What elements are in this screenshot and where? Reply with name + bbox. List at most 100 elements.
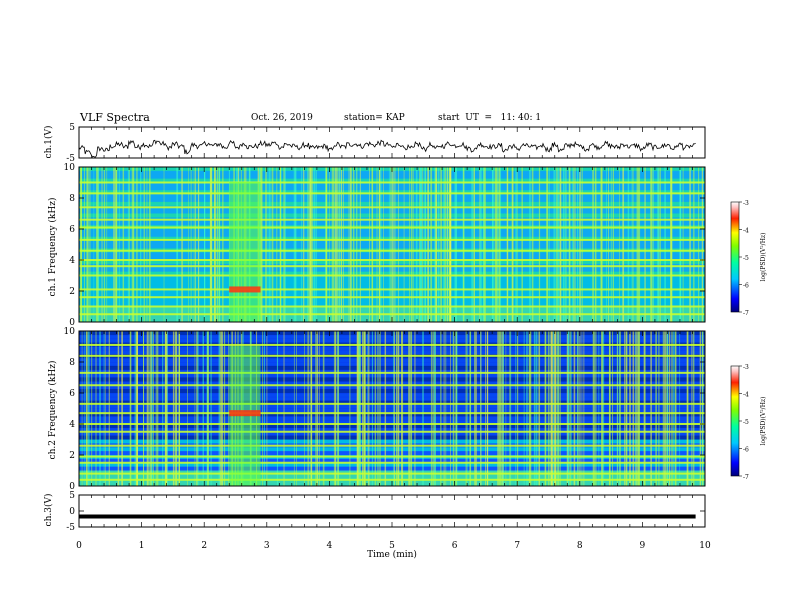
ch1-spectrogram-sferic: [348, 167, 350, 322]
ch2-spectrogram-sferic: [579, 331, 581, 486]
ch1-spectrogram-sferic: [188, 167, 189, 322]
ch2-spectrogram-sferic: [134, 331, 136, 486]
ch2-spectrogram-sferic: [673, 331, 675, 486]
ch2-spectrogram-sferic: [516, 331, 519, 486]
ch2-spectrogram-sferic: [699, 331, 702, 486]
colorbar-tick-label: -5: [743, 255, 749, 262]
ch1-voltage-tick-label: 5: [69, 123, 75, 133]
x-tick-label: 5: [389, 541, 395, 551]
ch1-spectrogram-tick-label: 0: [69, 318, 75, 328]
x-tick-label: 4: [327, 541, 333, 551]
ch1-spectrogram-sferic: [670, 167, 671, 322]
ch2-spectrogram-sferic: [629, 331, 631, 486]
ch1-spectrogram-freq-row: [79, 209, 705, 214]
ch1-spectrogram-burst-band: [229, 286, 261, 293]
ch2-spectrogram-freq-row: [79, 365, 705, 371]
ch1-spectrogram-band: [79, 249, 705, 252]
ch1-spectrogram-sferic: [449, 167, 452, 322]
ch1-spectrogram-sferic: [592, 167, 594, 322]
ch1-spectrogram-sferic: [636, 167, 639, 322]
ch1-spectrogram-sferic: [427, 167, 430, 322]
ch1-spectrogram-sferic: [651, 167, 653, 322]
ch1-spectrogram-freq-row: [79, 186, 705, 191]
ch1-spectrogram-sferic: [331, 167, 334, 322]
ch1-spectrogram-sferic: [484, 167, 486, 322]
ch2-spectrogram-ylabel: ch.2 Frequency (kHz): [47, 361, 58, 460]
ch1-spectrogram-sferic: [515, 167, 517, 322]
ch1-spectrogram-sferic: [131, 167, 133, 322]
ch1-spectrogram-sferic: [143, 167, 145, 322]
ch1-spectrogram-sferic: [573, 167, 575, 322]
ch2-spectrogram-freq-row: [79, 435, 705, 440]
ch2-spectrogram-sferic: [626, 331, 628, 486]
ch2-spectrogram-sferic: [153, 331, 154, 486]
ch2-spectrogram-sferic: [368, 331, 370, 486]
ch2-spectrogram-sferic: [455, 331, 457, 486]
ch2-spectrogram-sferic: [155, 331, 157, 486]
ch1-spectrogram-sferic: [496, 167, 498, 322]
ch1-spectrogram-sferic: [471, 167, 472, 322]
ch1-spectrogram-sferic: [313, 167, 315, 322]
ch2-spectrogram-tick-label: 4: [69, 420, 75, 430]
ch1-spectrogram-sferic: [420, 167, 422, 322]
ch2-spectrogram-sferic: [322, 331, 325, 486]
ch2-spectrogram-band: [79, 384, 705, 387]
ch2-spectrogram-sferic: [671, 331, 673, 486]
ch1-spectrogram-sferic: [390, 167, 392, 322]
ch1-spectrogram-tick-label: 10: [64, 163, 76, 173]
ch1-spectrogram-sferic: [659, 167, 661, 322]
ch1-spectrogram-sferic: [97, 167, 99, 322]
ch1-spectrogram-sferic: [608, 167, 609, 322]
ch1-spectrogram-sferic: [307, 167, 309, 322]
ch1-spectrogram-sferic: [394, 167, 396, 322]
ch3-voltage-tick-label: 0: [69, 507, 75, 517]
ch2-spectrogram-sferic: [196, 331, 197, 486]
ch1-voltage-ylabel: ch.1(V): [43, 126, 54, 159]
ch1-spectrogram-freq-row: [79, 314, 705, 319]
ch1-spectrogram-sferic: [380, 167, 382, 322]
ch2-spectrogram-sferic: [220, 331, 222, 486]
ch2-spectrogram-sferic: [333, 331, 336, 486]
ch1-voltage-trace: [78, 139, 696, 158]
ch1-spectrogram-sferic: [260, 167, 262, 322]
ch2-spectrogram-sferic: [557, 331, 559, 486]
ch2-spectrogram-sferic: [530, 331, 532, 486]
ch2-spectrogram-sferic: [221, 331, 222, 486]
ch1-spectrogram-sferic: [531, 167, 534, 322]
ch2-spectrogram-sferic: [147, 331, 149, 486]
ch2-spectrogram-sferic: [363, 331, 366, 486]
ch1-spectrogram-sferic: [443, 167, 445, 322]
ch1-spectrogram-sferic: [197, 167, 200, 322]
ch1-spectrogram-freq-row: [79, 221, 705, 226]
ch1-spectrogram-sferic: [559, 167, 561, 322]
ch2-spectrogram-sferic: [526, 331, 528, 486]
ch1-spectrogram-sferic: [335, 167, 337, 322]
ch1-spectrogram-sferic: [638, 167, 641, 322]
ch1-spectrogram-sferic: [307, 167, 308, 322]
ch2-spectrogram-sferic: [655, 331, 657, 486]
ch1-spectrogram-sferic: [86, 167, 88, 322]
ch2-spectrogram-sferic: [538, 331, 540, 486]
ch1-spectrogram-tick-label: 2: [69, 287, 75, 297]
ch2-spectrogram-freq-row: [79, 424, 705, 429]
ch2-spectrogram-freq-row: [79, 451, 705, 456]
ch1-spectrogram-sferic: [670, 167, 673, 322]
ch2-spectrogram-band: [79, 343, 705, 346]
ch1-spectrogram-sferic: [340, 167, 343, 322]
colorbar-tick-label: -3: [743, 364, 749, 371]
ch2-spectrogram-freq-row: [79, 462, 705, 467]
ch2-spectrogram-freq-row: [79, 334, 705, 340]
ch2-spectrogram-sferic: [318, 331, 320, 486]
ch2-spectrogram-sferic: [650, 331, 652, 486]
ch1-spectrogram-sferic: [195, 167, 196, 322]
ch2-spectrogram-sferic: [595, 331, 597, 486]
ch2-spectrogram-sferic: [644, 331, 646, 486]
ch2-spectrogram-sferic: [533, 331, 536, 486]
ch1-spectrogram-sferic: [369, 167, 370, 322]
ch2-spectrogram-sferic: [310, 331, 312, 486]
ch1-spectrogram-freq-row: [79, 232, 705, 238]
ch1-spectrogram-sferic: [622, 167, 625, 322]
ch1-spectrogram-sferic: [146, 167, 148, 322]
ch2-spectrogram-sferic: [701, 331, 704, 486]
ch2-spectrogram-freq-row: [79, 373, 705, 378]
